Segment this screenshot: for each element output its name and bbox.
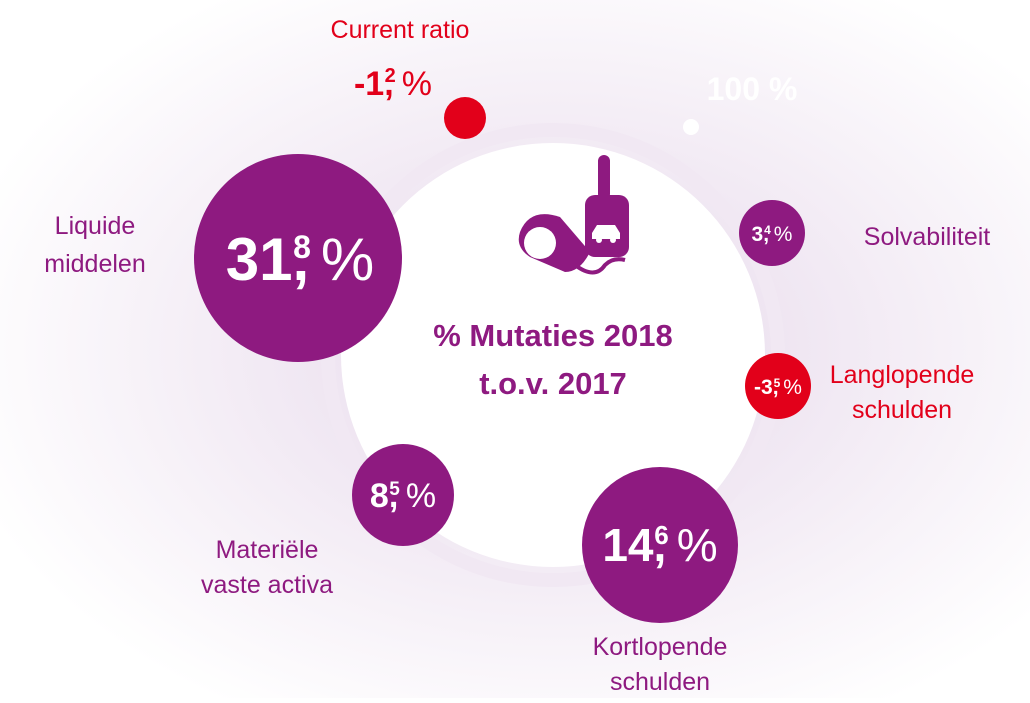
value-unit: % (774, 223, 793, 246)
item-value: -1,2% (354, 65, 432, 103)
value-unit: % (406, 477, 436, 515)
key-icon (518, 155, 629, 275)
value-decimal: 6 (654, 520, 668, 550)
value-whole: 8, (370, 477, 398, 515)
value-decimal: 5 (389, 479, 400, 500)
bubble (444, 97, 486, 139)
item-label: Liquide (55, 212, 136, 240)
center-title: t.o.v. 2017 (479, 366, 627, 401)
item-value: 8,5% (370, 477, 436, 515)
value-unit: % (783, 376, 802, 399)
value-decimal: 8 (293, 229, 311, 265)
value-unit: % (321, 226, 374, 293)
value-whole: -1, (354, 65, 394, 103)
bubble (194, 154, 402, 362)
item-value: 3,4% (752, 223, 793, 246)
item-label: schulden (852, 396, 952, 424)
item-label: Materiële (216, 536, 319, 564)
item-label: middelen (44, 250, 145, 278)
item-label: schulden (610, 668, 710, 696)
value-decimal: 5 (774, 376, 781, 390)
bubble (745, 353, 811, 419)
value-decimal: 4 (764, 223, 771, 237)
item-label: Kortlopende (593, 633, 728, 661)
marker-dot (683, 119, 699, 135)
bubble (352, 444, 454, 546)
value-unit: % (402, 65, 432, 103)
value-whole: 31, (226, 226, 309, 293)
value-whole: 14, (602, 519, 666, 571)
center-circle (341, 143, 765, 567)
item-label: Solvabiliteit (864, 223, 991, 251)
center-title: % Mutaties 2018 (433, 318, 673, 353)
value-decimal: 2 (385, 65, 396, 87)
item-label: vaste activa (201, 571, 333, 599)
bubble (582, 467, 738, 623)
value-whole: 3, (752, 223, 770, 246)
item-value: 31,8% (226, 226, 375, 293)
item-value: -3,5% (754, 376, 802, 399)
item-label: Current ratio (331, 16, 470, 44)
item-label: Langlopende (830, 361, 975, 389)
marker-label: 100 % (707, 71, 798, 107)
bubble (739, 200, 805, 266)
value-unit: % (677, 519, 718, 571)
value-whole: -3, (754, 376, 779, 399)
item-value: 14,6% (602, 519, 717, 571)
